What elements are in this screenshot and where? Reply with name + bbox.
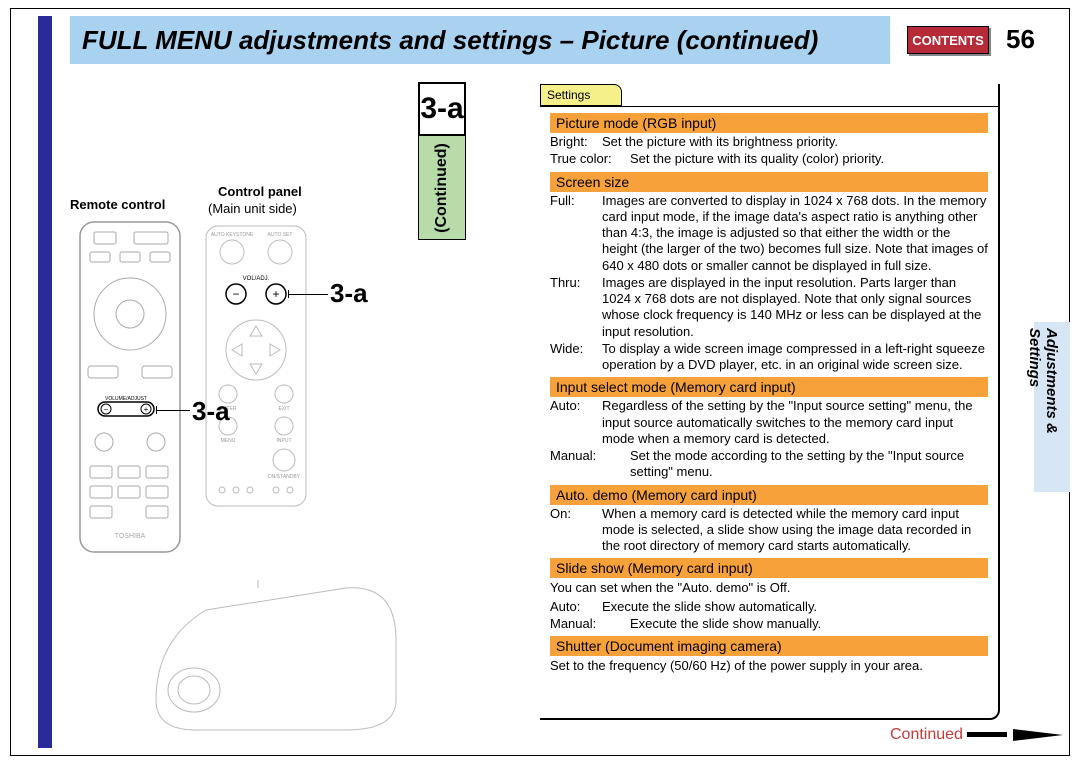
definition-value: Set the mode according to the setting by… bbox=[630, 448, 988, 481]
step-tab-label: 3-a bbox=[420, 92, 463, 126]
definition-value: Set the picture with its quality (color)… bbox=[630, 151, 988, 167]
svg-text:EXIT: EXIT bbox=[278, 406, 289, 412]
arrow-head-icon bbox=[1013, 729, 1063, 741]
definition-row: Wide:To display a wide screen image comp… bbox=[550, 341, 988, 374]
contents-button[interactable]: CONTENTS bbox=[907, 26, 989, 54]
definition-row: Full:Images are converted to display in … bbox=[550, 193, 988, 274]
section-posttext: Set to the frequency (50/60 Hz) of the p… bbox=[550, 658, 988, 674]
section-header: Screen size bbox=[550, 172, 988, 192]
definition-value: When a memory card is detected while the… bbox=[602, 506, 988, 555]
definition-row: On:When a memory card is detected while … bbox=[550, 506, 988, 555]
definition-key: Auto: bbox=[550, 599, 602, 615]
left-accent-bar bbox=[38, 16, 52, 748]
callout-line-side bbox=[156, 410, 190, 411]
definition-row: Manual:Execute the slide show manually. bbox=[550, 616, 988, 632]
definition-row: Manual:Set the mode according to the set… bbox=[550, 448, 988, 481]
definition-value: Set the picture with its brightness prio… bbox=[602, 134, 988, 150]
definition-row: Bright:Set the picture with its brightne… bbox=[550, 134, 988, 150]
contents-button-label: CONTENTS bbox=[912, 33, 984, 48]
side-tab: Adjustments & Settings bbox=[1034, 322, 1070, 492]
svg-text:TOSHIBA: TOSHIBA bbox=[115, 533, 146, 540]
svg-text:INPUT: INPUT bbox=[277, 438, 292, 444]
footer-continued: Continued bbox=[890, 726, 1063, 744]
definition-row: Auto:Regardless of the setting by the "I… bbox=[550, 398, 988, 447]
settings-tab-label: Settings bbox=[547, 88, 590, 102]
svg-text:+: + bbox=[272, 287, 279, 301]
continued-strip: (Continued) bbox=[418, 136, 466, 240]
definition-key: Thru: bbox=[550, 275, 602, 340]
definition-row: Thru:Images are displayed in the input r… bbox=[550, 275, 988, 340]
side-tab-line1: Adjustments & bbox=[1043, 328, 1060, 434]
continued-strip-label: (Continued) bbox=[433, 143, 451, 233]
definition-key: Bright: bbox=[550, 134, 602, 150]
definition-value: Regardless of the setting by the "Input … bbox=[602, 398, 988, 447]
svg-text:VOL/ADJ.: VOL/ADJ. bbox=[243, 276, 270, 282]
settings-tab: Settings bbox=[540, 84, 622, 106]
callout-tick-top bbox=[288, 290, 289, 298]
svg-text:AUTO KEYSTONE: AUTO KEYSTONE bbox=[211, 232, 254, 238]
definition-value: To display a wide screen image compresse… bbox=[602, 341, 988, 374]
section-header: Shutter (Document imaging camera) bbox=[550, 636, 988, 656]
svg-text:ON/STANDBY: ON/STANDBY bbox=[268, 474, 301, 480]
definition-value: Images are converted to display in 1024 … bbox=[602, 193, 988, 274]
callout-tick-side bbox=[156, 406, 157, 414]
control-panel-diagram: AUTO KEYSTONE AUTO SET VOL/ADJ. − + ENTE… bbox=[202, 222, 312, 512]
definition-row: Auto:Execute the slide show automaticall… bbox=[550, 599, 988, 615]
definition-key: Wide: bbox=[550, 341, 602, 374]
svg-text:AUTO SET: AUTO SET bbox=[268, 232, 293, 238]
svg-text:−: − bbox=[104, 405, 109, 414]
definition-key: Full: bbox=[550, 193, 602, 274]
definition-key: Auto: bbox=[550, 398, 602, 447]
svg-text:−: − bbox=[232, 287, 239, 301]
footer-continued-text: Continued bbox=[890, 726, 963, 743]
callout-3a-side: 3-a bbox=[192, 396, 230, 427]
arrow-shaft-icon bbox=[967, 732, 1007, 737]
callout-line-top bbox=[288, 294, 328, 295]
definition-value: Execute the slide show manually. bbox=[630, 616, 988, 632]
section-header: Input select mode (Memory card input) bbox=[550, 377, 988, 397]
section-header: Auto. demo (Memory card input) bbox=[550, 485, 988, 505]
main-unit-side-label: (Main unit side) bbox=[208, 201, 297, 216]
svg-text:VOLUME/ADJUST: VOLUME/ADJUST bbox=[105, 396, 147, 402]
definition-row: True color:Set the picture with its qual… bbox=[550, 151, 988, 167]
svg-text:MENU: MENU bbox=[221, 438, 236, 444]
side-tab-line2: Settings bbox=[1026, 328, 1043, 387]
definition-key: True color: bbox=[550, 151, 630, 167]
definition-key: Manual: bbox=[550, 616, 630, 632]
settings-panel: Settings Picture mode (RGB input)Bright:… bbox=[540, 84, 1000, 720]
page-number: 56 bbox=[1006, 24, 1035, 55]
remote-control-label: Remote control bbox=[70, 197, 165, 212]
page-title-text: FULL MENU adjustments and settings – Pic… bbox=[82, 25, 818, 56]
settings-body: Picture mode (RGB input)Bright:Set the p… bbox=[540, 106, 998, 718]
definition-key: On: bbox=[550, 506, 602, 555]
remote-control-diagram: − + VOLUME/ADJUST TOSHIBA bbox=[76, 218, 186, 588]
definition-value: Images are displayed in the input resolu… bbox=[602, 275, 988, 340]
svg-text:+: + bbox=[144, 405, 149, 414]
callout-3a-top: 3-a bbox=[330, 278, 368, 309]
side-tab-text: Adjustments & Settings bbox=[1026, 328, 1060, 434]
definition-key: Manual: bbox=[550, 448, 630, 481]
section-header: Slide show (Memory card input) bbox=[550, 558, 988, 578]
section-pretext: You can set when the "Auto. demo" is Off… bbox=[550, 580, 988, 596]
control-panel-label: Control panel bbox=[218, 184, 302, 199]
section-header: Picture mode (RGB input) bbox=[550, 113, 988, 133]
page-title: FULL MENU adjustments and settings – Pic… bbox=[70, 16, 890, 64]
projector-diagram bbox=[146, 580, 406, 740]
definition-value: Execute the slide show automatically. bbox=[602, 599, 988, 615]
step-tab-3a: 3-a bbox=[418, 82, 466, 136]
